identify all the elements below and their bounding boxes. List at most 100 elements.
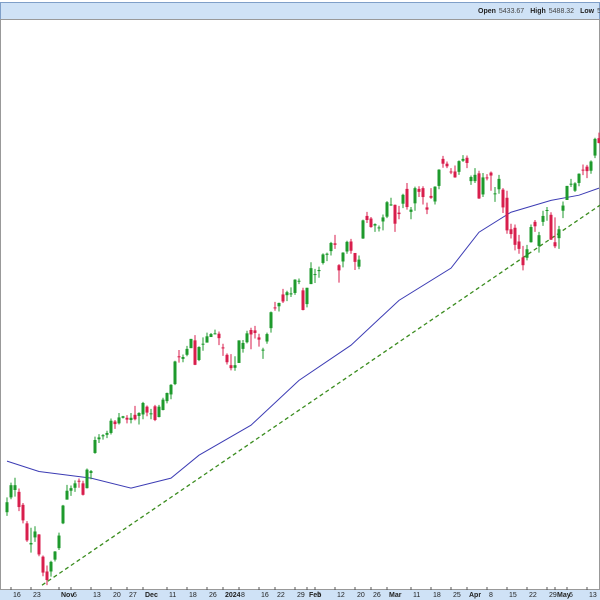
candle-body: [261, 349, 265, 351]
candle-body: [237, 340, 241, 363]
candle-body: [497, 178, 501, 190]
candle-body: [465, 157, 469, 163]
candle-body: [201, 343, 205, 345]
candle-body: [265, 334, 269, 342]
candle-body: [9, 485, 13, 498]
moving-average: [6, 187, 600, 489]
candle-body: [89, 471, 93, 473]
candle-body: [285, 292, 289, 296]
candle-body: [493, 193, 497, 195]
candle-body: [81, 483, 85, 495]
candle-body: [273, 307, 277, 309]
candle-body: [325, 253, 329, 255]
x-tick-label: 11: [413, 592, 420, 599]
candle-body: [29, 542, 33, 545]
candle-body: [349, 241, 353, 251]
candle-body: [593, 138, 597, 156]
candle-body: [209, 334, 213, 338]
x-tick-label: 23: [33, 592, 41, 599]
candle-body: [569, 183, 573, 185]
candle-body: [277, 302, 281, 307]
candle-body: [105, 432, 109, 435]
candle-body: [329, 242, 333, 252]
candle-body: [101, 435, 105, 437]
candle-body: [333, 243, 337, 245]
candle-body: [305, 287, 309, 305]
candle-body: [321, 254, 325, 263]
candle-body: [597, 138, 600, 143]
candle-body: [269, 312, 273, 329]
candle-body: [205, 336, 209, 343]
candle-body: [453, 171, 457, 178]
candle-body: [225, 354, 229, 363]
candle-body: [473, 174, 477, 182]
x-tick-label: 20: [113, 592, 121, 599]
candle-body: [433, 186, 437, 202]
candle-body: [353, 252, 357, 262]
candle-body: [249, 330, 253, 335]
candle-body: [113, 421, 117, 425]
candle-body: [245, 333, 249, 343]
x-tick-label: May: [557, 592, 571, 599]
candle-body: [477, 173, 481, 199]
candle-body: [109, 420, 113, 433]
candle-body: [137, 412, 141, 416]
x-tick-label: 29: [297, 592, 305, 599]
candle-body: [345, 241, 349, 252]
candle-body: [189, 338, 193, 349]
candle-body: [489, 172, 493, 176]
x-tick-label: Feb: [309, 592, 321, 599]
candle-body: [217, 333, 221, 339]
header-label: Open: [478, 8, 496, 15]
candle-body: [317, 270, 321, 272]
x-tick-label: Mar: [389, 592, 402, 599]
x-tick-label: 13: [93, 592, 101, 599]
x-tick-label: 29: [549, 592, 557, 599]
candle-body: [381, 217, 385, 222]
candle-body: [577, 173, 581, 183]
candle-body: [437, 169, 441, 186]
candle-body: [37, 534, 41, 555]
candle-body: [425, 207, 429, 210]
header-value: 5433.67: [499, 8, 524, 15]
header-value: 5: [597, 8, 600, 15]
candle-body: [401, 194, 405, 204]
candle-body: [297, 280, 301, 282]
candle-body: [141, 402, 145, 415]
candle-body: [313, 274, 317, 276]
x-axis-band: [0, 590, 600, 600]
ohlc-header: Open 5433.67 High 5488.32 Low 5: [478, 8, 600, 15]
candle-body: [65, 490, 69, 500]
candle-body: [429, 195, 433, 198]
candle-body: [457, 161, 461, 172]
candle-body: [589, 161, 593, 171]
candle-body: [573, 183, 577, 191]
candle-body: [337, 265, 341, 271]
candle-body: [133, 414, 137, 420]
candle-body: [289, 293, 293, 295]
candle-body: [501, 189, 505, 208]
candle-body: [93, 440, 97, 453]
candle-body: [377, 227, 381, 229]
x-tick-label: Dec: [145, 592, 158, 599]
x-tick-label: 16: [13, 592, 21, 599]
header-value: 5488.32: [549, 8, 574, 15]
x-tick-label: 26: [209, 592, 217, 599]
candle-body: [17, 491, 21, 508]
x-tick-label: 20: [357, 592, 365, 599]
candle-body: [33, 531, 37, 538]
candle-body: [73, 483, 77, 488]
candle-body: [365, 215, 369, 220]
candle-body: [21, 504, 25, 521]
candle-body: [521, 257, 525, 266]
x-tick-label: Apr: [469, 592, 481, 599]
x-tick-label: 13: [589, 592, 597, 599]
candle-body: [197, 347, 201, 360]
candle-body: [241, 342, 245, 349]
candle-body: [485, 177, 489, 179]
x-tick-label: 15: [509, 592, 517, 599]
candle-body: [49, 561, 53, 572]
candle-body: [409, 209, 413, 212]
x-tick-label: 25: [453, 592, 461, 599]
candle-body: [413, 188, 417, 204]
